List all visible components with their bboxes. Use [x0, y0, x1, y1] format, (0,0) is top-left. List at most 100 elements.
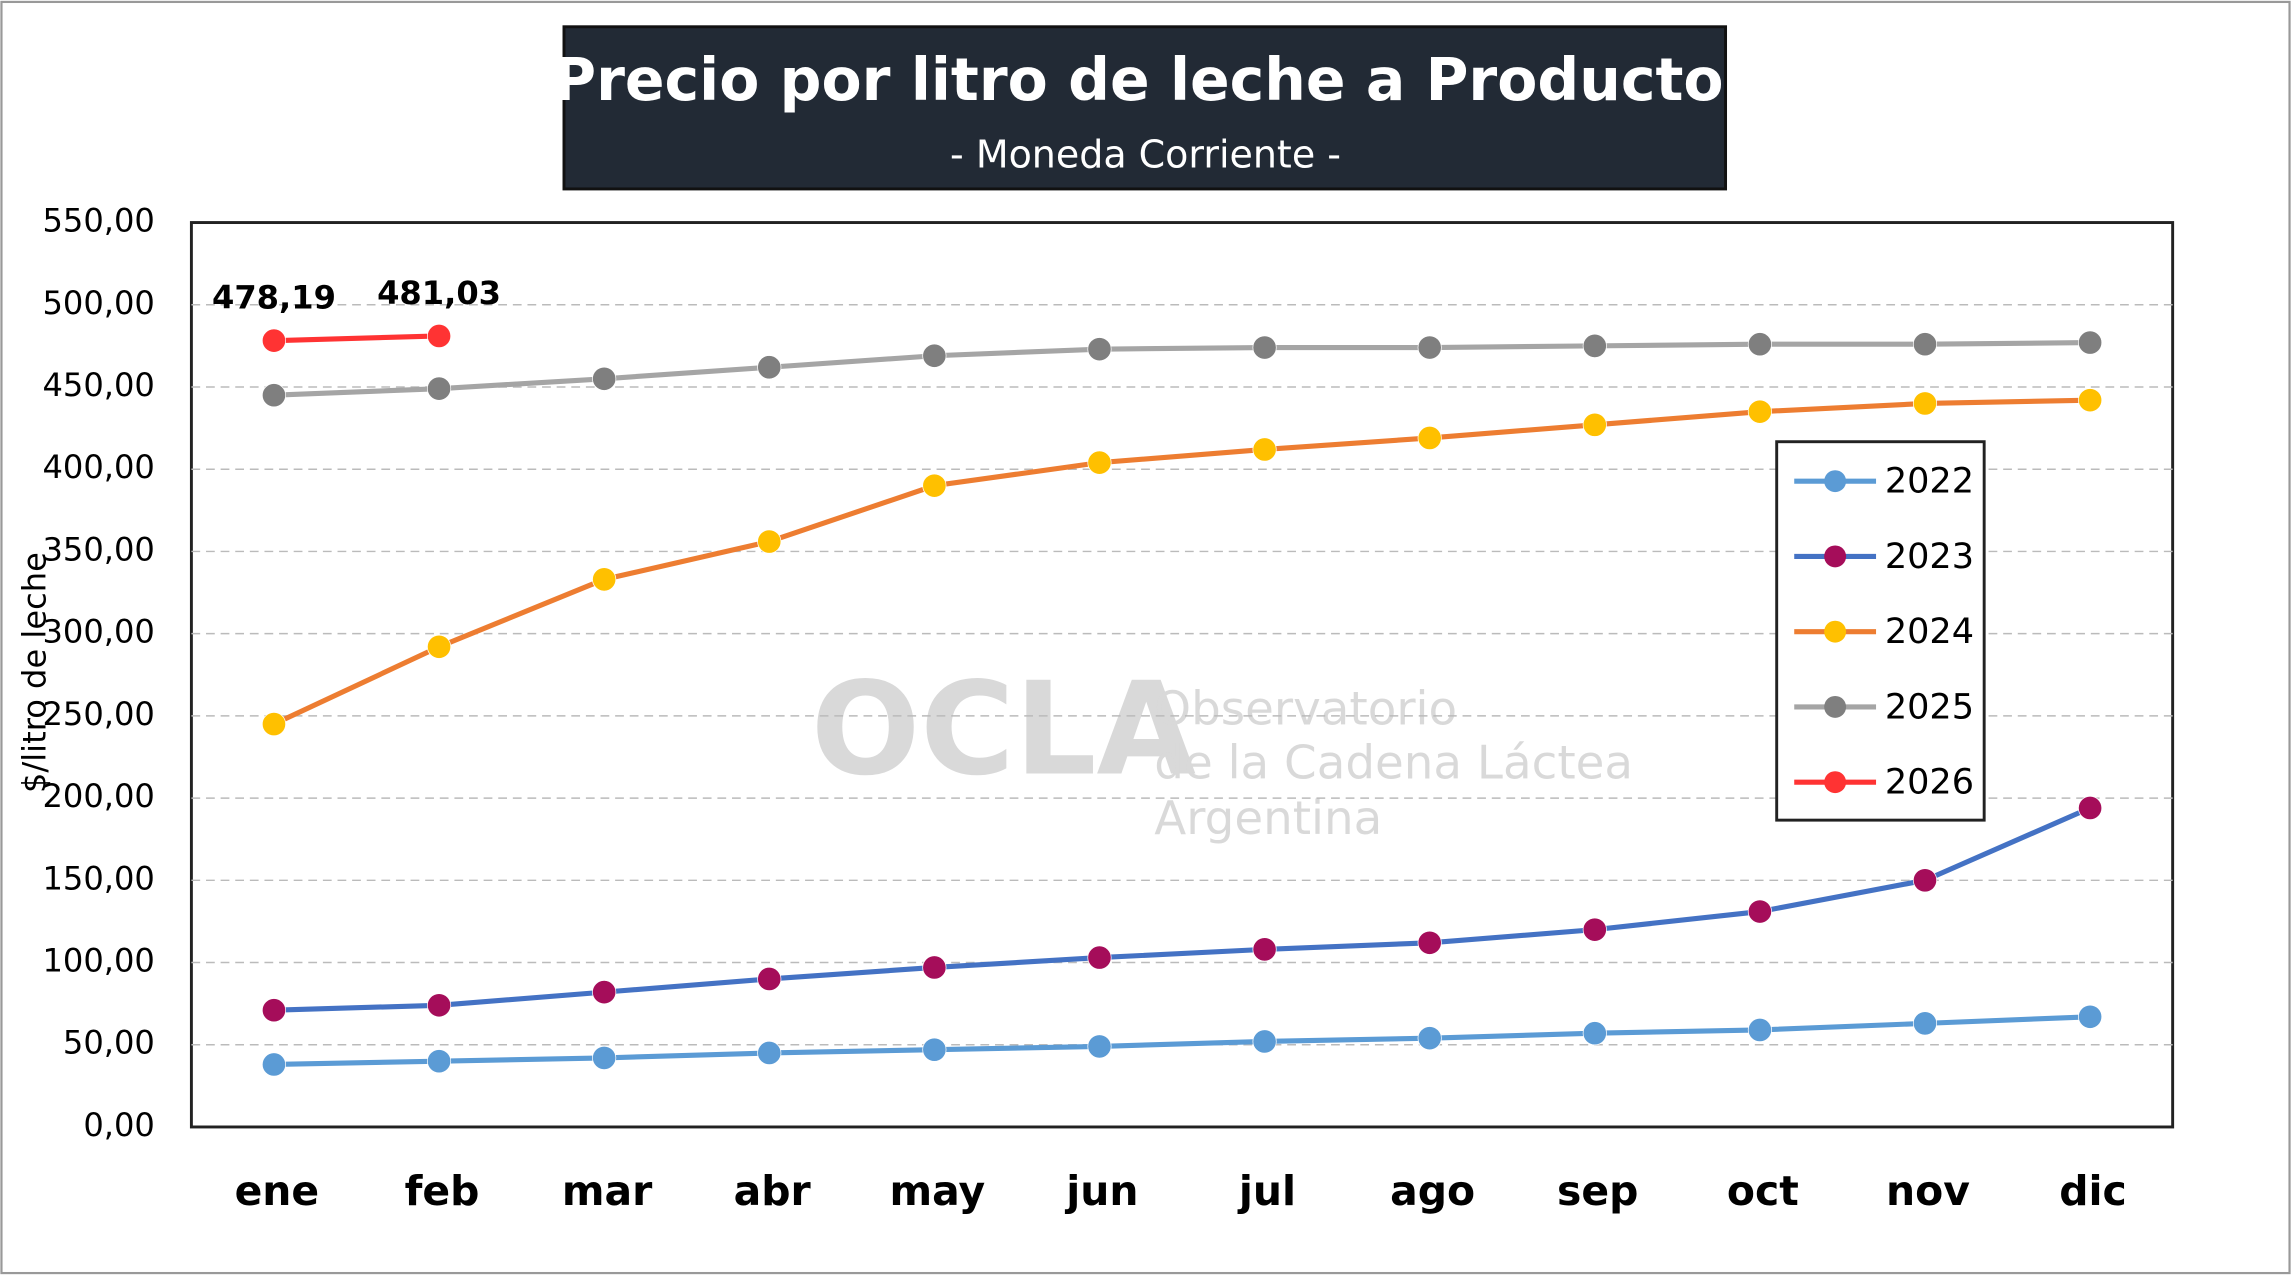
legend-label: 2022	[1885, 461, 1974, 502]
x-tick-label: jul	[1237, 1167, 1296, 1215]
y-tick-label: 100,00	[42, 942, 154, 980]
point	[592, 1045, 617, 1070]
point	[1252, 437, 1277, 462]
y-tick-label: 500,00	[42, 284, 154, 322]
point	[1417, 930, 1442, 955]
point	[1747, 399, 1772, 424]
point	[922, 343, 947, 368]
watermark-text: Observatorio	[1154, 683, 1457, 737]
point	[1087, 450, 1112, 475]
point	[1582, 917, 1607, 942]
series-line	[273, 333, 440, 344]
y-tick-label: 250,00	[42, 695, 154, 733]
y-tick-label: 550,00	[42, 202, 154, 240]
x-tick-label: ago	[1390, 1167, 1475, 1215]
legend-marker	[1824, 620, 1847, 643]
y-axis-label: $/litro de leche	[16, 552, 54, 793]
series-line	[272, 397, 2091, 727]
point	[427, 1049, 452, 1074]
y-tick-label: 50,00	[63, 1024, 155, 1062]
point	[427, 323, 452, 349]
x-tick-label: sep	[1557, 1167, 1638, 1215]
point	[1912, 332, 1938, 357]
point	[592, 980, 617, 1005]
point	[922, 473, 947, 498]
y-tick-label: 0,00	[83, 1106, 155, 1144]
chart-subtitle: - Moneda Corriente -	[950, 132, 1341, 176]
x-tick-label: nov	[1886, 1167, 1970, 1215]
point	[1582, 1021, 1607, 1046]
legend-label: 2025	[1885, 686, 1974, 727]
point	[922, 955, 947, 980]
point	[261, 328, 287, 353]
series-line	[273, 1014, 2091, 1068]
title-box	[562, 25, 1728, 191]
legend-marker	[1824, 695, 1847, 718]
legend-label: 2026	[1885, 762, 1974, 803]
x-tick-label: feb	[405, 1167, 480, 1215]
point	[261, 712, 287, 737]
point	[757, 355, 782, 380]
point	[427, 993, 452, 1018]
point	[1747, 899, 1772, 924]
point	[1087, 337, 1112, 362]
chart-title: Precio por litro de leche a Productor	[553, 46, 1752, 114]
point	[1912, 391, 1938, 416]
point	[2078, 795, 2103, 821]
point	[261, 998, 287, 1023]
point	[592, 366, 617, 391]
y-tick-label: 450,00	[42, 366, 154, 404]
point	[2078, 1004, 2103, 1029]
x-tick-label: ene	[235, 1167, 320, 1215]
legend-marker	[1824, 771, 1847, 794]
point	[1747, 1017, 1772, 1043]
point	[427, 634, 452, 659]
x-tick-label: jun	[1064, 1167, 1138, 1215]
y-tick-label: 400,00	[42, 448, 154, 486]
point	[1252, 335, 1277, 360]
y-tick-label: 300,00	[42, 613, 154, 651]
y-tick-label: 350,00	[42, 530, 154, 568]
point	[2078, 330, 2103, 355]
point	[1417, 425, 1442, 451]
watermark-text: OCLA	[811, 655, 1196, 804]
point	[427, 376, 452, 401]
point	[261, 1052, 287, 1077]
point	[1087, 945, 1112, 970]
point	[757, 529, 782, 554]
point	[2078, 388, 2103, 413]
x-tick-label: abr	[734, 1167, 812, 1215]
point	[1417, 1026, 1442, 1051]
point	[261, 383, 287, 408]
point	[1582, 333, 1607, 358]
series-line	[273, 340, 2091, 398]
point	[757, 1040, 782, 1066]
legend-marker	[1824, 545, 1847, 568]
y-tick-label: 150,00	[42, 859, 154, 897]
watermark-text: Argentina	[1154, 792, 1382, 846]
watermark-text: de la Cadena Láctea	[1154, 737, 1633, 791]
legend-label: 2024	[1885, 611, 1974, 652]
point	[1747, 332, 1772, 357]
data-label: 478,19	[212, 279, 336, 317]
point	[592, 567, 617, 592]
series-line	[273, 805, 2092, 1013]
y-tick-label: 200,00	[42, 777, 154, 815]
point	[1087, 1034, 1112, 1059]
point	[757, 966, 782, 992]
point	[1912, 1011, 1938, 1036]
point	[1252, 937, 1277, 962]
legend-marker	[1824, 470, 1847, 493]
point	[1582, 412, 1607, 437]
data-label: 481,03	[377, 274, 501, 312]
x-tick-label: mar	[562, 1167, 653, 1215]
x-tick-label: may	[889, 1167, 985, 1215]
legend-label: 2023	[1885, 536, 1974, 577]
point	[1417, 335, 1442, 360]
point	[922, 1037, 947, 1062]
x-tick-label: oct	[1727, 1167, 1799, 1215]
point	[1912, 868, 1938, 893]
watermark: OCLA Observatorio de la Cadena Láctea Ar…	[811, 655, 1633, 846]
point	[1252, 1029, 1277, 1054]
